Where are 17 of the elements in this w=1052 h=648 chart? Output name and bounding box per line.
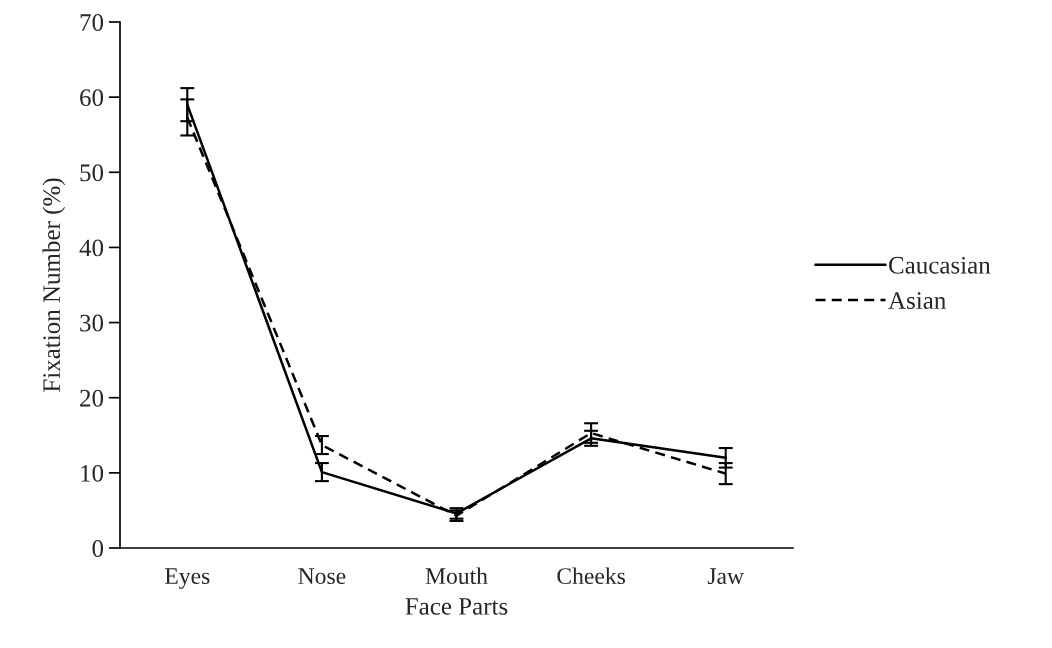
x-tick-label: Eyes: [165, 568, 210, 589]
legend-label: Caucasian: [889, 256, 991, 274]
x-tick-label: Mouth: [425, 567, 488, 585]
y-tick-label: 10: [81, 464, 104, 482]
x-tick-label: Jaw: [707, 568, 744, 585]
x-tick-label: Cheeks: [557, 567, 625, 585]
x-axis-title: Face Parts: [405, 598, 508, 615]
y-tick-label: 30: [80, 314, 104, 332]
y-axis-title: Fixation Number (%): [42, 178, 66, 392]
y-tick-label: 70: [80, 14, 104, 31]
y-tick-label: 0: [92, 540, 104, 557]
y-tick-label: 50: [80, 164, 104, 182]
y-tick-label: 20: [80, 389, 104, 407]
y-tick-label: 40: [79, 239, 104, 257]
x-tick-label: Nose: [298, 568, 346, 585]
legend-label: Asian: [888, 292, 946, 309]
y-tick-label: 60: [80, 89, 104, 107]
